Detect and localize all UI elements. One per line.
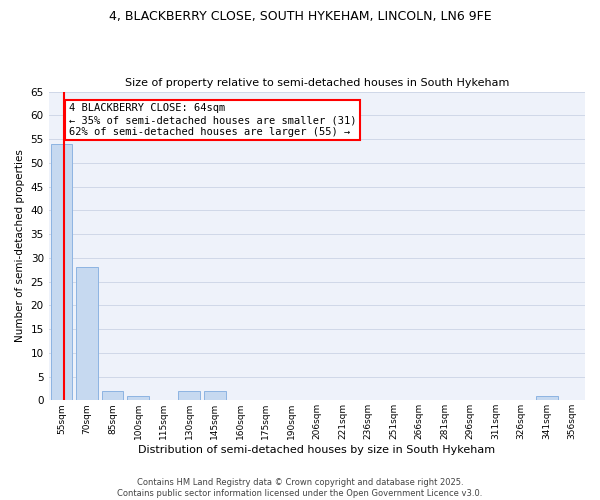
Y-axis label: Number of semi-detached properties: Number of semi-detached properties (15, 150, 25, 342)
Text: Contains HM Land Registry data © Crown copyright and database right 2025.
Contai: Contains HM Land Registry data © Crown c… (118, 478, 482, 498)
Text: 4 BLACKBERRY CLOSE: 64sqm
← 35% of semi-detached houses are smaller (31)
62% of : 4 BLACKBERRY CLOSE: 64sqm ← 35% of semi-… (69, 104, 356, 136)
Bar (536, 396, 557, 400)
Title: Size of property relative to semi-detached houses in South Hykeham: Size of property relative to semi-detach… (125, 78, 509, 88)
Bar (178, 391, 200, 400)
Text: 4, BLACKBERRY CLOSE, SOUTH HYKEHAM, LINCOLN, LN6 9FE: 4, BLACKBERRY CLOSE, SOUTH HYKEHAM, LINC… (109, 10, 491, 23)
Bar (50, 144, 72, 401)
X-axis label: Distribution of semi-detached houses by size in South Hykeham: Distribution of semi-detached houses by … (138, 445, 496, 455)
Bar (101, 391, 124, 400)
Bar (204, 391, 226, 400)
Bar (127, 396, 149, 400)
Bar (76, 268, 98, 400)
